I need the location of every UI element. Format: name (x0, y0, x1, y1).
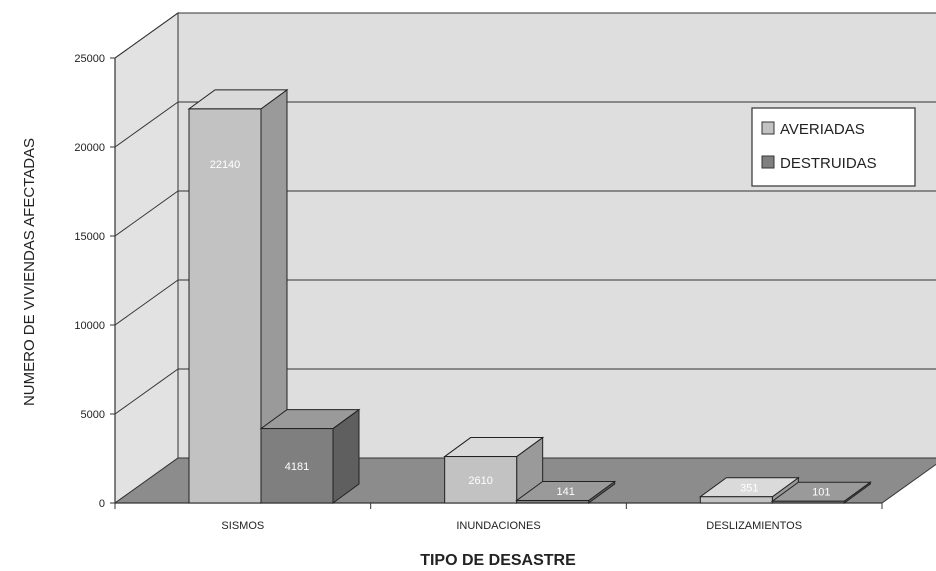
bar-front (699, 496, 773, 504)
bar-front (260, 428, 334, 504)
legend-box (751, 107, 916, 187)
y-tick-label: 15000 (74, 231, 105, 243)
bar-averiadas-inundaciones: 2610 (443, 436, 545, 504)
side-wall (114, 12, 179, 504)
category-label: SISMOS (221, 520, 264, 532)
y-tick-label: 10000 (74, 320, 105, 332)
gridline-side (114, 12, 179, 59)
data-label: 22140 (210, 159, 241, 171)
data-label: 2610 (468, 475, 492, 487)
y-axis-title: NUMERO DE VIVIENDAS AFECTADAS (21, 138, 38, 406)
gridline-side (114, 279, 179, 326)
data-label: 101 (812, 487, 830, 499)
legend-swatch-destruidas (761, 155, 775, 169)
y-tick-labels: 0 5000 10000 15000 20000 25000 (74, 53, 105, 510)
category-labels: SISMOS INUNDACIONES DESLIZAMIENTOS (221, 520, 802, 532)
legend-swatch-averiadas (761, 121, 775, 135)
gridline-side (114, 101, 179, 148)
x-axis-title: TIPO DE DESASTRE (420, 552, 576, 569)
y-tick-label: 25000 (74, 53, 105, 65)
y-tick-label: 20000 (74, 142, 105, 154)
gridlines (114, 12, 936, 415)
bar-destruidas-deslizamientos: 101 (770, 481, 872, 504)
bar-destruidas-sismos: 4181 (259, 408, 361, 504)
bar-front (188, 108, 262, 504)
legend-label-averiadas: AVERIADAS (780, 121, 865, 138)
data-label: 4181 (285, 461, 309, 473)
legend-label-destruidas: DESTRUIDAS (780, 155, 877, 172)
bar-front (771, 500, 845, 504)
bar-averiadas-sismos: 22140 (187, 88, 289, 504)
bars: 22140 4181 2610 141 351 101 (187, 88, 872, 504)
gridline-side (114, 190, 179, 237)
data-label: 141 (556, 486, 574, 498)
data-label: 351 (740, 482, 758, 494)
y-tick-label: 0 (99, 498, 105, 510)
bar-front (444, 456, 518, 504)
legend: AVERIADAS DESTRUIDAS (751, 107, 916, 187)
category-label: INUNDACIONES (456, 520, 540, 532)
chart-walls (114, 12, 936, 504)
back-wall (177, 12, 936, 459)
gridline-side (114, 368, 179, 415)
y-tick-label: 5000 (81, 409, 105, 421)
bar-destruidas-inundaciones: 141 (515, 480, 617, 504)
bar-front (516, 499, 590, 504)
category-label: DESLIZAMIENTOS (706, 520, 802, 532)
